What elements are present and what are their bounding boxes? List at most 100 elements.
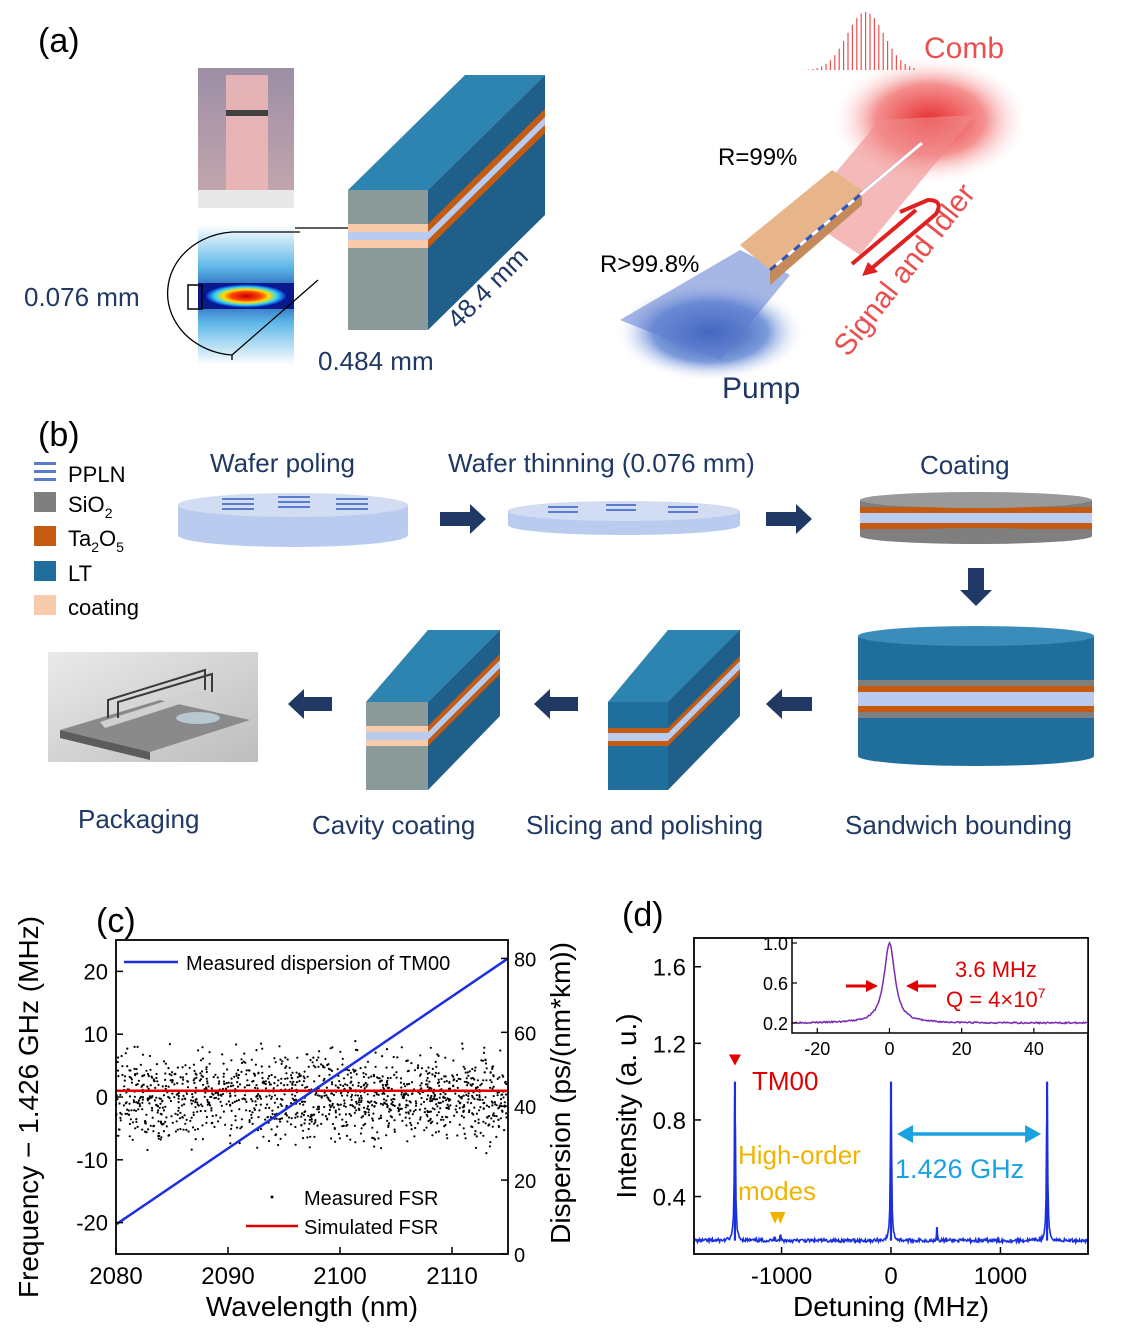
fsr-point: [478, 1094, 481, 1097]
fsr-point: [343, 1099, 346, 1102]
fsr-point: [270, 1097, 273, 1100]
fsr-point: [350, 1098, 353, 1101]
fsr-point: [128, 1102, 131, 1105]
fsr-point: [257, 1093, 260, 1096]
fsr-point: [316, 1124, 319, 1127]
fsr-point: [496, 1077, 499, 1080]
fsr-point: [309, 1058, 312, 1062]
fsr-point: [381, 1083, 384, 1087]
fsr-point: [307, 1114, 310, 1117]
fsr-point: [305, 1053, 308, 1056]
fsr-point: [354, 1048, 357, 1051]
fsr-point: [449, 1104, 452, 1107]
fsr-point: [323, 1105, 326, 1109]
fsr-point: [358, 1097, 361, 1100]
fsr-point: [274, 1061, 277, 1064]
fsr-point: [135, 1118, 138, 1121]
fsr-point: [366, 1107, 369, 1110]
fsr-point: [117, 1128, 121, 1131]
fsr-point: [328, 1073, 331, 1076]
resonator-schematic: [614, 55, 1030, 382]
fsr-point: [128, 1113, 131, 1116]
fsr-point: [449, 1121, 452, 1124]
fsr-point: [480, 1082, 483, 1085]
fsr-point: [401, 1095, 404, 1098]
fsr-point: [280, 1104, 283, 1107]
fsr-point: [233, 1100, 236, 1103]
fsr-point: [312, 1056, 315, 1059]
fsr-point: [443, 1075, 446, 1078]
fsr-point: [129, 1118, 132, 1121]
fsr-point: [119, 1093, 122, 1096]
fsr-point: [201, 1105, 204, 1108]
fsr-point: [465, 1080, 468, 1084]
fsr-point: [174, 1112, 177, 1115]
fsr-point: [137, 1108, 140, 1111]
fsr-point: [301, 1100, 305, 1103]
fsr-point: [354, 1069, 357, 1072]
fsr-point: [192, 1113, 195, 1117]
fsr-point: [306, 1085, 309, 1088]
fsr-point: [399, 1081, 402, 1084]
x-tick-label: -1000: [751, 1263, 812, 1290]
fsr-point: [341, 1125, 344, 1128]
fsr-point: [409, 1121, 412, 1124]
fsr-point: [471, 1112, 474, 1115]
fsr-point: [117, 1134, 120, 1137]
fsr-point: [367, 1076, 370, 1079]
fsr-point: [194, 1106, 197, 1109]
fsr-point: [350, 1095, 353, 1098]
step-wafer-thinning: Wafer thinning (0.076 mm): [448, 448, 755, 478]
fsr-point: [234, 1094, 237, 1097]
fsr-point: [482, 1059, 485, 1062]
fsr-point: [238, 1083, 242, 1086]
fsr-point: [274, 1076, 277, 1079]
fsr-point: [298, 1075, 301, 1078]
fsr-point: [429, 1122, 432, 1125]
fsr-point: [437, 1130, 440, 1133]
fsr-point: [176, 1113, 179, 1116]
fsr-point: [405, 1124, 408, 1127]
fsr-point: [398, 1113, 401, 1116]
panel-d: (d) -1000 0 1000 1.6 1.2 0.8 0.4 Detuning (MHz)…: [611, 896, 1089, 1322]
fsr-point: [458, 1106, 461, 1110]
fsr-point: [383, 1101, 386, 1104]
fsr-point: [497, 1118, 500, 1121]
fsr-point: [268, 1081, 271, 1084]
fsr-point: [236, 1085, 240, 1088]
fsr-point: [457, 1077, 460, 1080]
fsr-point: [396, 1056, 399, 1059]
fsr-point: [303, 1110, 306, 1114]
fsr-point: [444, 1093, 447, 1096]
fsr-point: [482, 1120, 485, 1123]
fsr-point: [467, 1081, 470, 1085]
fsr-point: [419, 1054, 422, 1057]
fsr-point: [123, 1085, 126, 1088]
fsr-point: [270, 1095, 273, 1098]
fsr-point: [302, 1080, 305, 1083]
fsr-point: [429, 1046, 432, 1049]
x-tick-label: 2080: [89, 1263, 142, 1290]
fsr-point: [188, 1066, 191, 1069]
fsr-point: [181, 1098, 184, 1101]
step-slicing: Slicing and polishing: [526, 810, 763, 840]
fsr-point: [282, 1084, 286, 1087]
fsr-point: [190, 1148, 193, 1151]
fsr-point: [414, 1126, 417, 1130]
y2-tick-label: 20: [514, 1171, 536, 1193]
fsr-point: [288, 1066, 291, 1069]
fsr-point: [499, 1098, 503, 1101]
fsr-point: [151, 1076, 154, 1079]
fsr-point: [151, 1116, 154, 1119]
fsr-point: [123, 1079, 126, 1082]
fsr-point: [354, 1094, 357, 1097]
fsr-point: [157, 1109, 160, 1112]
fsr-point: [174, 1130, 177, 1133]
fsr-point: [290, 1087, 294, 1090]
fsr-point: [467, 1094, 470, 1098]
fsr-point: [387, 1086, 391, 1089]
fsr-point: [320, 1122, 323, 1125]
fsr-point: [236, 1081, 239, 1084]
fsr-point: [486, 1116, 489, 1119]
fsr-point: [248, 1119, 251, 1122]
